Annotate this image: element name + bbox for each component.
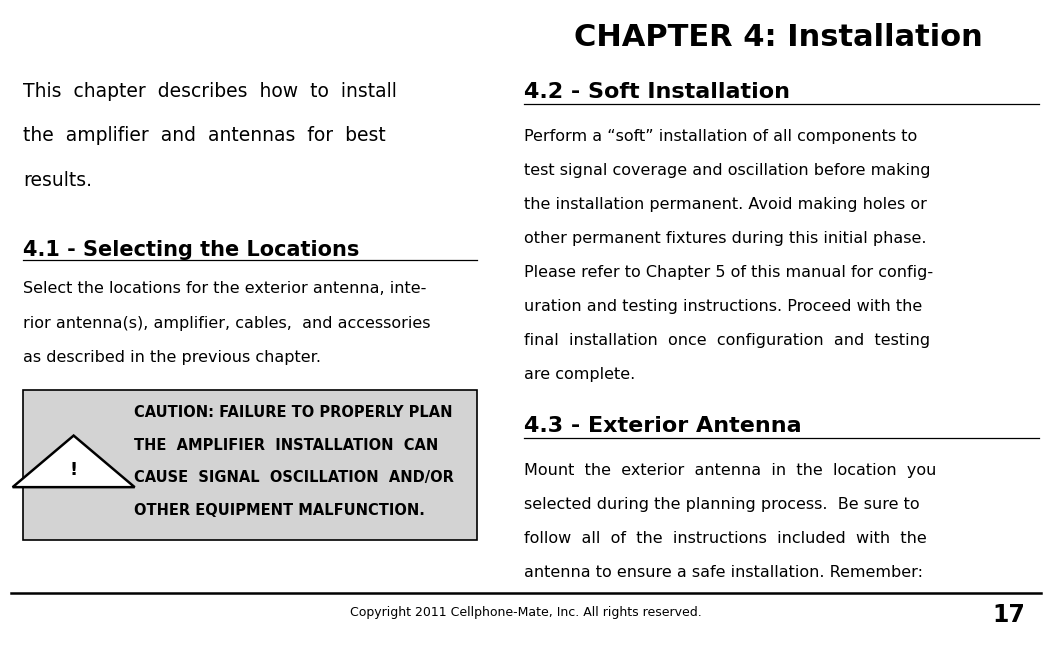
Text: OTHER EQUIPMENT MALFUNCTION.: OTHER EQUIPMENT MALFUNCTION. (134, 503, 424, 518)
Text: are complete.: are complete. (524, 367, 635, 383)
Text: 4.3 - Exterior Antenna: 4.3 - Exterior Antenna (524, 416, 802, 436)
Text: Perform a “soft” installation of all components to: Perform a “soft” installation of all com… (524, 129, 917, 144)
Text: test signal coverage and oscillation before making: test signal coverage and oscillation bef… (524, 163, 930, 178)
FancyBboxPatch shape (23, 390, 477, 540)
Text: Select the locations for the exterior antenna, inte-: Select the locations for the exterior an… (23, 281, 426, 296)
Text: Mount  the  exterior  antenna  in  the  location  you: Mount the exterior antenna in the locati… (524, 463, 936, 478)
Text: follow  all  of  the  instructions  included  with  the: follow all of the instructions included … (524, 531, 927, 546)
Text: the  amplifier  and  antennas  for  best: the amplifier and antennas for best (23, 126, 386, 145)
Text: This  chapter  describes  how  to  install: This chapter describes how to install (23, 82, 397, 101)
Text: CHAPTER 4: Installation: CHAPTER 4: Installation (574, 23, 983, 52)
Text: Please refer to Chapter 5 of this manual for config-: Please refer to Chapter 5 of this manual… (524, 265, 933, 280)
Text: THE  AMPLIFIER  INSTALLATION  CAN: THE AMPLIFIER INSTALLATION CAN (134, 438, 438, 453)
Text: antenna to ensure a safe installation. Remember:: antenna to ensure a safe installation. R… (524, 565, 923, 580)
Polygon shape (13, 436, 135, 487)
Text: 17: 17 (993, 603, 1026, 627)
Text: other permanent fixtures during this initial phase.: other permanent fixtures during this ini… (524, 231, 927, 246)
Text: CAUSE  SIGNAL  OSCILLATION  AND/OR: CAUSE SIGNAL OSCILLATION AND/OR (134, 470, 453, 485)
Text: CAUTION: FAILURE TO PROPERLY PLAN: CAUTION: FAILURE TO PROPERLY PLAN (134, 405, 452, 420)
Text: uration and testing instructions. Proceed with the: uration and testing instructions. Procee… (524, 299, 923, 314)
Text: the installation permanent. Avoid making holes or: the installation permanent. Avoid making… (524, 197, 927, 212)
Text: 4.2 - Soft Installation: 4.2 - Soft Installation (524, 82, 790, 102)
Text: selected during the planning process.  Be sure to: selected during the planning process. Be… (524, 497, 919, 512)
Text: 4.1 - Selecting the Locations: 4.1 - Selecting the Locations (23, 240, 360, 261)
Text: rior antenna(s), amplifier, cables,  and accessories: rior antenna(s), amplifier, cables, and … (23, 316, 430, 331)
Text: Copyright 2011 Cellphone-Mate, Inc. All rights reserved.: Copyright 2011 Cellphone-Mate, Inc. All … (350, 606, 702, 619)
Text: as described in the previous chapter.: as described in the previous chapter. (23, 350, 321, 365)
Text: !: ! (69, 461, 78, 479)
Text: final  installation  once  configuration  and  testing: final installation once configuration an… (524, 333, 930, 348)
Text: results.: results. (23, 171, 93, 190)
